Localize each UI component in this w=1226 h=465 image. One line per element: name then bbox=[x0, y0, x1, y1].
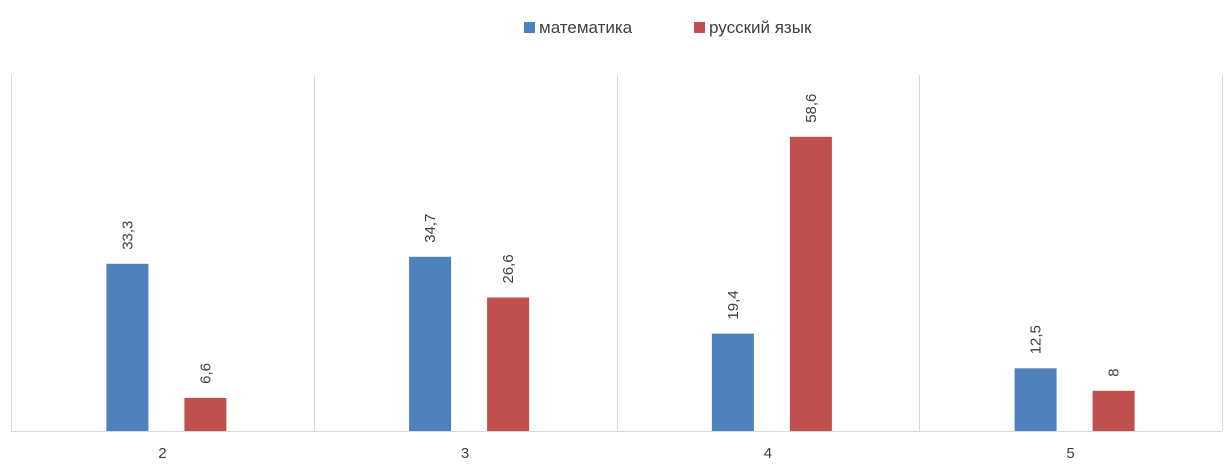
plot-area: 33,3 6,6 2 34,7 26,6 3 19,4 58,6 4 12,5 8 5 bbox=[11, 75, 1223, 462]
x-tick-label-5: 5 bbox=[1066, 445, 1074, 462]
bar-russian-5 bbox=[1092, 390, 1135, 431]
bar-math-2 bbox=[106, 263, 149, 431]
bar-math-5 bbox=[1014, 368, 1057, 431]
x-tick-label-4: 4 bbox=[764, 445, 772, 462]
bar-russian-3 bbox=[487, 297, 530, 431]
data-label-russian-5: 8 bbox=[1106, 368, 1123, 376]
data-label-math-4: 19,4 bbox=[725, 290, 742, 319]
data-label-math-2: 33,3 bbox=[119, 221, 136, 250]
legend-swatch-russian bbox=[694, 22, 705, 33]
data-label-russian-3: 26,6 bbox=[500, 254, 517, 283]
data-label-math-5: 12,5 bbox=[1028, 325, 1045, 354]
bar-math-3 bbox=[409, 256, 452, 431]
x-tick-label-2: 2 bbox=[158, 445, 166, 462]
data-label-math-3: 34,7 bbox=[422, 214, 439, 243]
legend-label-russian: русский язык bbox=[709, 18, 812, 37]
data-label-russian-2: 6,6 bbox=[197, 363, 214, 384]
legend-swatch-math bbox=[524, 22, 535, 33]
x-tick-label-3: 3 bbox=[461, 445, 469, 462]
legend: математика русский язык bbox=[524, 18, 812, 37]
bar-russian-2 bbox=[184, 397, 227, 431]
data-label-russian-4: 58,6 bbox=[803, 94, 820, 123]
bar-russian-4 bbox=[789, 136, 832, 432]
legend-label-math: математика bbox=[539, 18, 633, 37]
bar-math-4 bbox=[711, 333, 754, 431]
